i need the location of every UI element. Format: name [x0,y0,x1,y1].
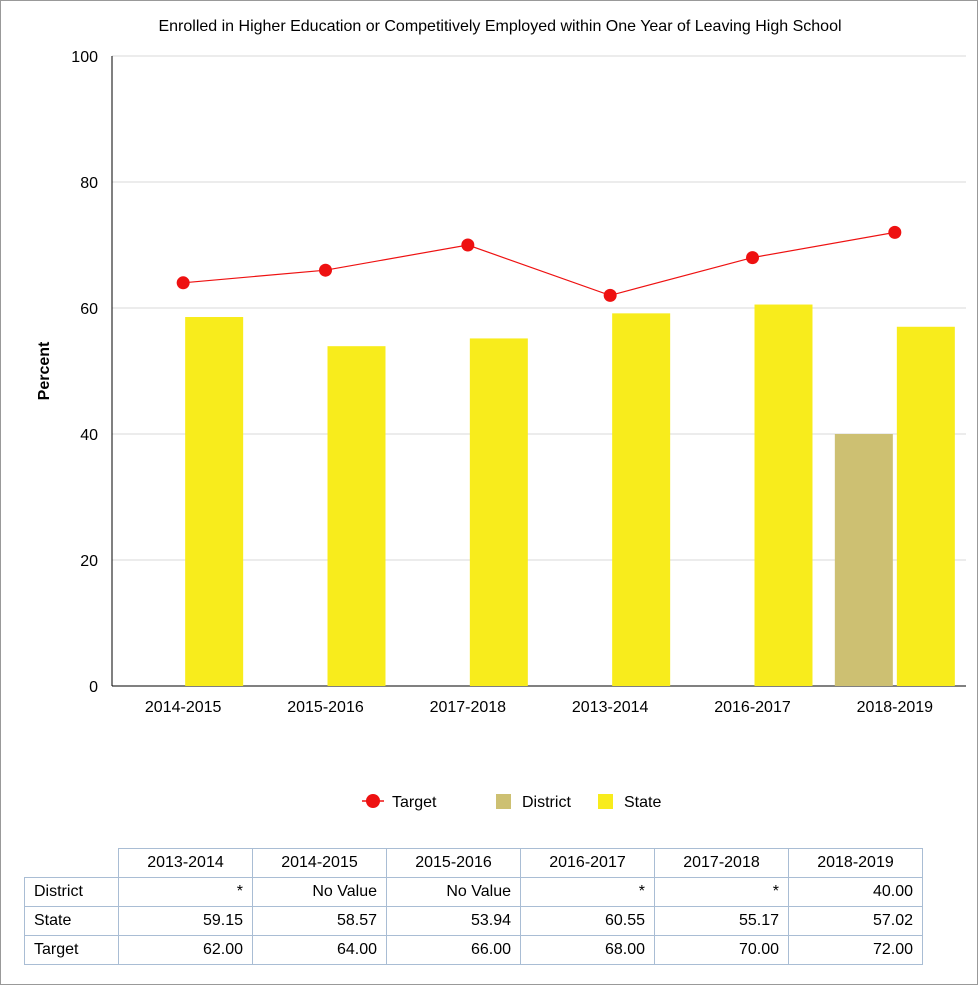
table-cell: 62.00 [118,935,253,965]
x-tick-label: 2015-2016 [287,699,364,716]
table-cell: 66.00 [386,935,521,965]
bar-state-2015-2016 [327,346,386,686]
y-axis-label: Percent [36,341,53,400]
table-cell: 68.00 [520,935,655,965]
table-header-cell: 2015-2016 [386,848,521,878]
table-cell: 64.00 [252,935,387,965]
legend-target-label: Target [392,794,437,811]
bar-state-2013-2014 [612,313,671,686]
point-target-2016-2017 [746,251,759,265]
y-tick-label: 80 [80,175,98,192]
y-tick-label: 100 [71,49,98,66]
x-tick-label: 2018-2019 [857,699,934,716]
y-tick-label: 0 [89,679,98,696]
table-cell: * [520,877,655,907]
bar-state-2014-2015 [185,317,244,686]
bar-state-2017-2018 [469,338,528,686]
table-corner [24,848,119,878]
x-tick-label: 2014-2015 [145,699,222,716]
table-header-cell: 2013-2014 [118,848,253,878]
data-table: 2013-2014 2014-2015 2015-2016 2016-2017 … [24,848,923,965]
table-cell: 58.57 [252,906,387,936]
table-cell: 55.17 [654,906,789,936]
table-cell: * [654,877,789,907]
bars [185,304,955,686]
table-cell: No Value [386,877,521,907]
legend: Target District State [362,794,661,811]
point-target-2015-2016 [319,263,332,277]
table-header-cell: 2018-2019 [788,848,923,878]
line-target [183,231,895,297]
table-row-target: Target 62.00 64.00 66.00 68.00 70.00 72.… [24,935,923,965]
y-tick-labels: 0 20 40 60 80 100 [71,49,98,696]
chart-title: Enrolled in Higher Education or Competit… [158,18,841,35]
bar-state-2016-2017 [754,304,813,686]
table-cell: 70.00 [654,935,789,965]
legend-target-marker [366,794,380,808]
x-tick-label: 2013-2014 [572,699,649,716]
y-tick-label: 60 [80,301,98,318]
legend-state-swatch [598,794,613,809]
table-cell: No Value [252,877,387,907]
table-cell: 60.55 [520,906,655,936]
point-target-2017-2018 [461,238,475,252]
table-row-label: Target [24,935,119,965]
table-header-row: 2013-2014 2014-2015 2015-2016 2016-2017 … [24,848,923,878]
x-tick-label: 2016-2017 [714,699,791,716]
table-cell: 40.00 [788,877,923,907]
table-row-label: State [24,906,119,936]
x-tick-labels: 2014-2015 2015-2016 2017-2018 2013-2014 2016… [145,699,933,716]
table-row-label: District [24,877,119,907]
bar-state-2018-2019 [896,326,955,686]
y-tick-label: 40 [80,427,98,444]
table-cell: 57.02 [788,906,923,936]
point-target-2018-2019 [888,225,902,239]
table-cell: 72.00 [788,935,923,965]
legend-district-label: District [522,794,571,811]
point-target-2013-2014 [603,288,617,302]
table-cell: 53.94 [386,906,521,936]
bar-district-2018-2019 [834,434,893,686]
table-cell: * [118,877,253,907]
target-line [176,225,902,302]
x-tick-label: 2017-2018 [430,699,507,716]
table-row-state: State 59.15 58.57 53.94 60.55 55.17 57.0… [24,906,923,936]
legend-item-state[interactable]: State [598,794,661,811]
legend-district-swatch [496,794,511,809]
point-target-2014-2015 [176,276,190,290]
gridlines [111,55,966,687]
legend-state-label: State [624,794,661,811]
table-header-cell: 2014-2015 [252,848,387,878]
table-row-district: District * No Value No Value * * 40.00 [24,877,923,907]
legend-item-target[interactable]: Target [362,794,437,811]
legend-item-district[interactable]: District [496,794,571,811]
y-tick-label: 20 [80,553,98,570]
table-header-cell: 2016-2017 [520,848,655,878]
table-cell: 59.15 [118,906,253,936]
table-header-cell: 2017-2018 [654,848,789,878]
chart: Enrolled in Higher Education or Competit… [36,18,966,811]
